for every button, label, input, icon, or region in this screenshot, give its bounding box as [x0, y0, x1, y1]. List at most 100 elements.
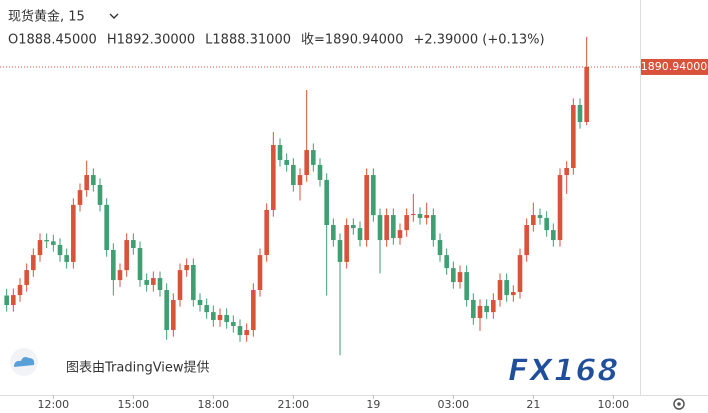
candle-body — [497, 280, 503, 300]
candle-body — [291, 164, 296, 186]
candle-body — [464, 272, 469, 300]
x-tick-label: 10:00 — [597, 398, 629, 411]
candle-body — [144, 280, 149, 285]
candle-body — [337, 240, 343, 262]
candle-body — [304, 150, 309, 176]
candle-body — [317, 164, 323, 180]
candle-body — [491, 299, 496, 313]
candle-body — [471, 299, 476, 319]
candle-body — [544, 217, 549, 231]
candle-body — [351, 225, 356, 229]
ohlc-value: H1892.30000 — [107, 33, 195, 48]
tv-cloud — [14, 357, 35, 367]
candle-body — [517, 255, 523, 292]
candle-body — [131, 240, 136, 249]
candle-body — [297, 175, 303, 186]
candle-body — [424, 215, 429, 218]
candle-body — [237, 326, 243, 336]
candle-body — [184, 265, 189, 271]
ohlc-value: +2.39000 (+0.13%) — [413, 33, 544, 48]
candle-body — [577, 104, 583, 123]
candle-body — [564, 167, 569, 176]
logo: FX168 — [508, 354, 619, 389]
candle-body — [391, 215, 396, 239]
candle-body — [451, 268, 456, 283]
ohlc-value: 收=1890.94000 — [301, 33, 403, 48]
candle-body — [444, 255, 449, 269]
x-tick-label: 19 — [366, 398, 380, 411]
candle-body — [511, 291, 516, 296]
price-label-bg — [641, 58, 708, 75]
candle-body — [231, 322, 236, 327]
x-tick-label: 21:00 — [277, 398, 309, 411]
candle-body — [377, 215, 383, 241]
candle-body — [484, 305, 489, 313]
candle-body — [217, 314, 223, 321]
x-tick-label: 03:00 — [437, 398, 469, 411]
candle-body — [117, 270, 123, 281]
settings-icon[interactable] — [673, 398, 685, 410]
candle-body — [557, 175, 563, 241]
candle-body — [284, 160, 289, 165]
x-tick-label: 18:00 — [197, 398, 229, 411]
gear[interactable] — [673, 398, 685, 410]
candle-body — [137, 248, 143, 281]
candle-body — [11, 295, 16, 306]
price-label: 1890.94000 — [641, 60, 707, 73]
candle-body — [411, 213, 416, 216]
candle-body — [404, 215, 409, 231]
candle-body — [397, 230, 403, 239]
candle-body — [111, 249, 116, 281]
candle-body — [364, 175, 369, 241]
candle-body — [64, 255, 69, 262]
candle-body — [51, 241, 56, 245]
gear-center[interactable] — [677, 402, 681, 406]
candle-body — [477, 305, 483, 319]
candle-body — [324, 179, 329, 226]
candle-body — [24, 270, 29, 285]
candle-body — [457, 272, 463, 283]
candle-body — [91, 175, 96, 186]
candle-body — [77, 190, 83, 205]
candle-body — [44, 240, 49, 242]
candle-body — [204, 305, 209, 313]
candle-body — [504, 280, 509, 296]
candle-body — [244, 330, 249, 336]
candle-body — [84, 175, 89, 191]
candle-body — [191, 265, 196, 300]
candle-body — [157, 278, 163, 291]
candle-body — [71, 204, 76, 262]
candle-body — [57, 244, 63, 256]
watermark: 图表由TradingView提供 — [66, 360, 210, 376]
candle-body — [104, 204, 109, 250]
candle-body — [211, 312, 216, 321]
candle-body — [431, 215, 436, 241]
candle-body — [344, 225, 349, 262]
candle-body — [31, 255, 36, 271]
x-tick-label: 21 — [526, 398, 540, 411]
candle-body — [257, 255, 263, 291]
candle-body — [17, 284, 23, 296]
candle-body — [177, 270, 183, 300]
candle-body — [4, 295, 9, 306]
x-tick-label: 12:00 — [37, 398, 69, 411]
symbol[interactable]: 现货黄金, 15 — [8, 9, 85, 25]
candle-body — [264, 209, 269, 256]
symbol-chevron[interactable] — [109, 13, 119, 19]
candle-body — [124, 240, 129, 271]
candle-body — [151, 278, 156, 285]
candle-body — [531, 215, 536, 226]
candle-body — [417, 213, 423, 218]
candle-body — [311, 150, 316, 165]
candle-body — [224, 314, 229, 323]
candle-body — [571, 104, 576, 168]
candle-body — [171, 299, 176, 331]
candle-body — [551, 230, 556, 241]
candle-body — [164, 290, 169, 331]
candle-body — [97, 185, 103, 205]
candle-body — [271, 145, 276, 210]
candle-body — [197, 299, 203, 306]
candle-body — [437, 240, 443, 256]
